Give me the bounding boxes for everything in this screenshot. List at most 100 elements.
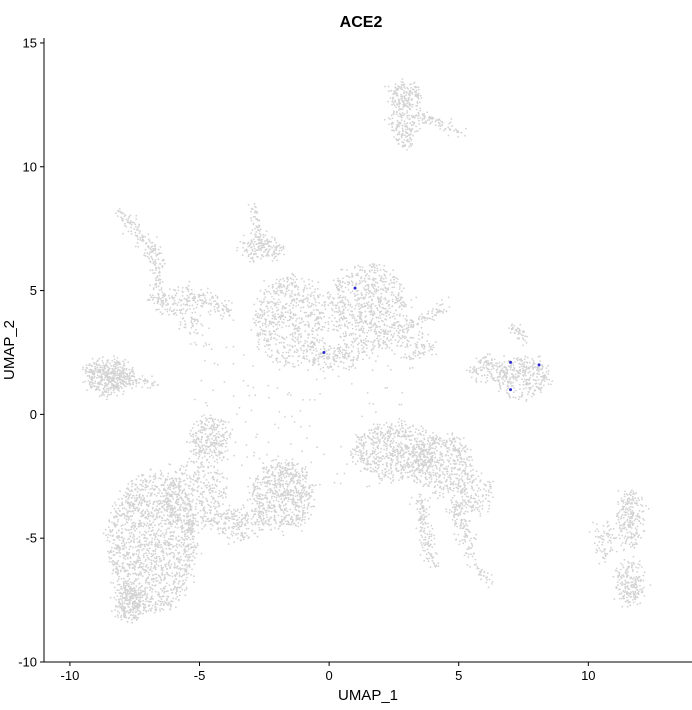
cell-point — [275, 511, 278, 513]
cell-point — [206, 484, 209, 487]
cell-point — [141, 234, 144, 237]
cell-point — [183, 503, 186, 505]
cell-point — [224, 445, 227, 448]
cell-point — [210, 417, 213, 419]
cell-point — [302, 495, 304, 498]
cell-point — [154, 472, 157, 475]
cell-point — [285, 514, 288, 517]
cell-point — [128, 382, 131, 385]
cell-point — [173, 580, 175, 582]
cell-point — [174, 302, 177, 305]
cell-point — [124, 372, 127, 374]
cell-point — [124, 586, 127, 588]
cell-point — [111, 505, 114, 507]
cell-point — [204, 423, 207, 426]
cell-point — [126, 521, 129, 524]
cell-point — [121, 367, 124, 369]
cell-point — [106, 394, 109, 396]
cell-point — [226, 449, 229, 452]
cell-point — [131, 605, 134, 608]
cell-point — [97, 359, 99, 362]
cell-point — [219, 527, 222, 529]
cell-point — [285, 480, 288, 483]
cell-point — [134, 566, 137, 568]
cell-point — [179, 590, 182, 593]
cell-point — [177, 516, 180, 519]
cell-point — [246, 499, 249, 502]
cell-point — [116, 523, 119, 526]
cell-point — [193, 293, 196, 296]
cell-point — [210, 495, 213, 498]
cell-point — [117, 363, 120, 365]
cell-point — [142, 547, 145, 550]
cell-point — [154, 573, 157, 576]
cell-point — [129, 557, 132, 560]
cell-point — [192, 453, 195, 456]
cell-point — [142, 609, 145, 612]
cell-point — [312, 349, 315, 352]
cell-point — [299, 347, 302, 349]
cell-point — [168, 294, 170, 297]
cell-point — [192, 318, 195, 320]
cell-point — [111, 529, 114, 531]
cell-point — [307, 497, 310, 500]
cell-point — [173, 554, 176, 556]
cell-point — [155, 577, 158, 579]
cell-point — [271, 246, 274, 249]
cell-point — [155, 269, 157, 271]
cell-point — [148, 253, 151, 256]
cell-point — [290, 292, 293, 294]
cell-point — [293, 325, 296, 328]
cell-point — [214, 418, 216, 421]
cell-point — [157, 248, 160, 251]
cell-point — [170, 525, 173, 528]
cell-point — [304, 475, 306, 477]
cell-point — [123, 537, 125, 540]
cell-point — [146, 508, 149, 511]
cell-point — [158, 270, 161, 273]
cell-point — [114, 604, 117, 607]
cell-point — [95, 362, 98, 365]
cell-point — [280, 249, 283, 252]
cell-point — [163, 534, 166, 537]
cell-point — [160, 297, 162, 300]
cell-point — [291, 501, 294, 504]
cell-point — [125, 596, 128, 598]
cell-point — [213, 449, 216, 452]
cell-point — [245, 514, 248, 517]
cell-point — [188, 566, 191, 568]
cell-point — [263, 517, 265, 520]
cell-point — [212, 300, 215, 303]
cell-point — [175, 549, 177, 552]
cell-point — [165, 519, 167, 522]
cell-point — [289, 508, 292, 511]
cell-point — [145, 594, 148, 597]
cell-point — [183, 515, 186, 518]
cell-point — [265, 522, 267, 525]
cell-point — [165, 299, 168, 302]
cell-point — [267, 340, 270, 343]
cell-point — [253, 484, 256, 487]
cell-point — [152, 249, 155, 252]
cell-point — [199, 462, 202, 464]
cell-point — [173, 587, 175, 590]
cell-point — [255, 319, 257, 322]
cell-point — [280, 470, 282, 473]
cell-point — [242, 242, 245, 245]
cell-point — [216, 297, 219, 300]
cell-point — [124, 589, 127, 592]
cell-point — [122, 583, 125, 585]
cell-point — [139, 561, 142, 564]
cell-point — [179, 478, 182, 481]
cell-point — [171, 504, 173, 507]
cell-point — [267, 242, 269, 245]
cell-point — [137, 593, 139, 596]
cell-point — [149, 386, 152, 389]
cell-point — [256, 477, 259, 480]
cell-point — [119, 366, 122, 368]
cell-point — [275, 343, 277, 345]
cell-point — [272, 325, 275, 328]
cell-point — [191, 311, 194, 314]
cell-point — [155, 485, 158, 488]
cell-point — [112, 542, 115, 545]
